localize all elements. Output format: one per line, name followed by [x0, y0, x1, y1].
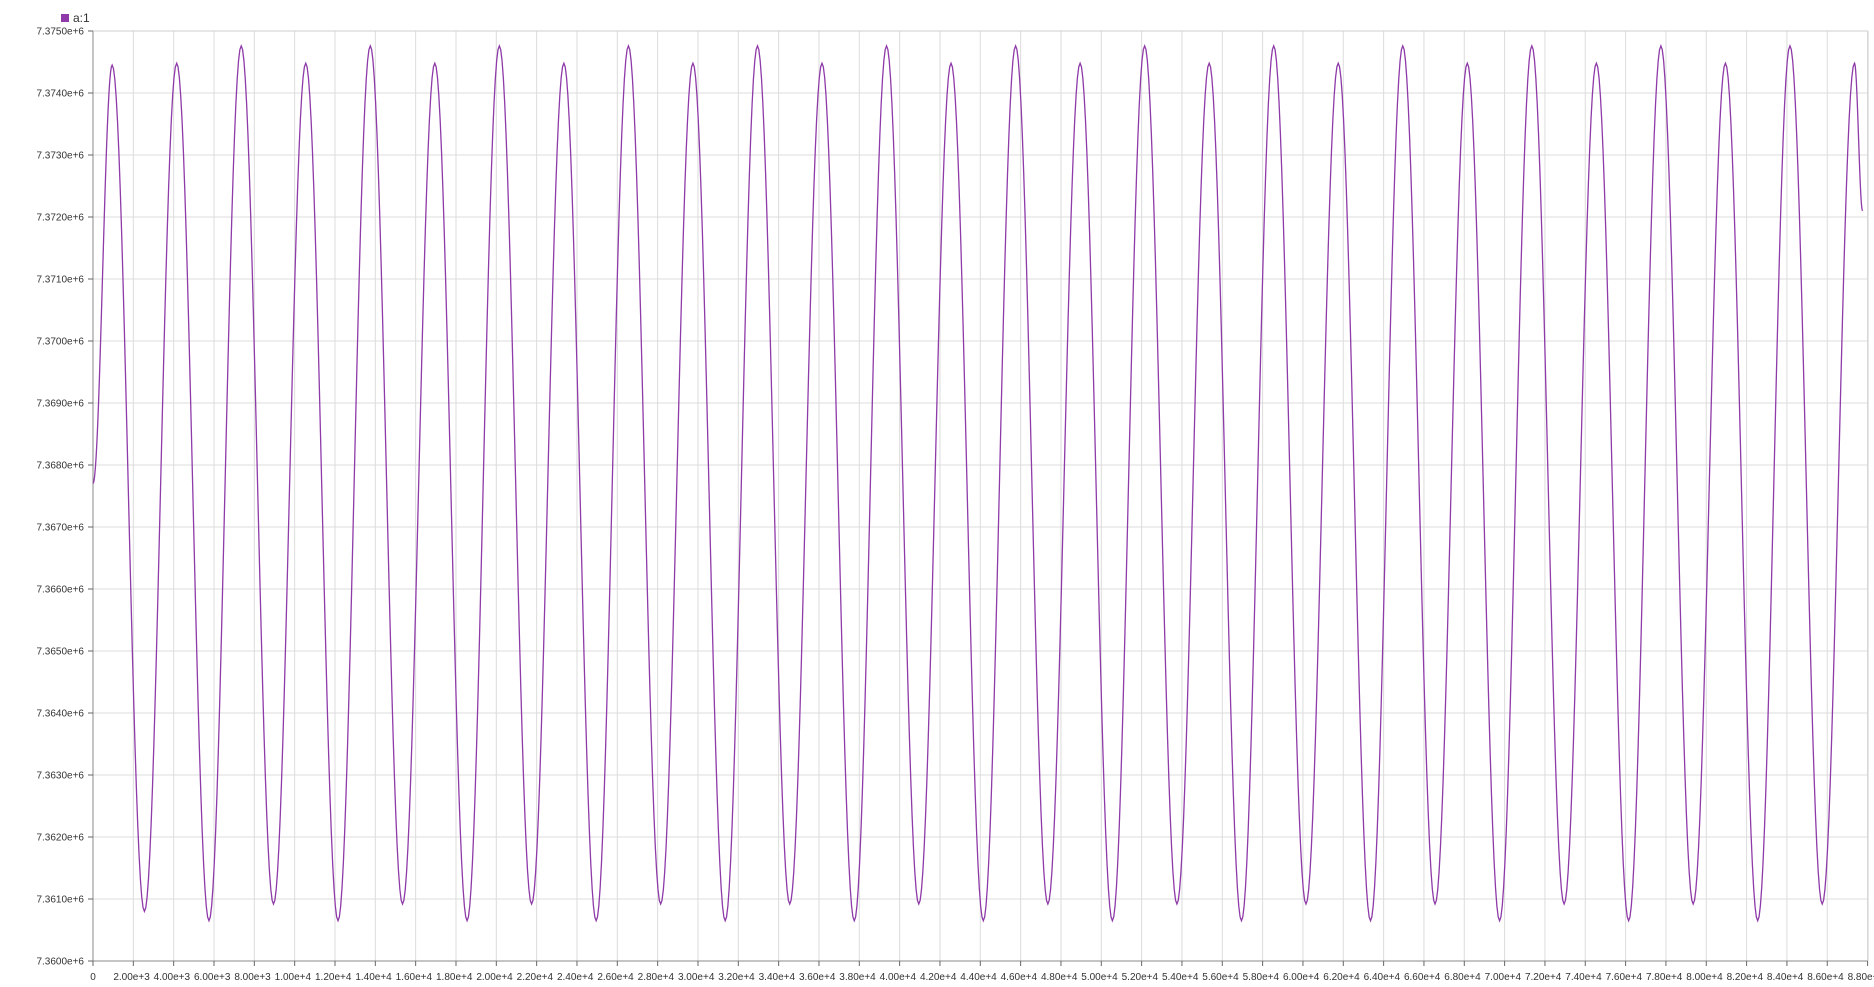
x-tick-label: 6.00e+3 — [194, 972, 231, 983]
x-tick-label: 2.00e+4 — [476, 972, 513, 983]
series-group — [93, 46, 1863, 921]
y-tick-label: 7.3700e+6 — [36, 337, 84, 348]
x-tick-label: 1.80e+4 — [436, 972, 473, 983]
y-tick-label: 7.3620e+6 — [36, 833, 84, 844]
y-tick-label: 7.3740e+6 — [36, 89, 84, 100]
y-tick-label: 7.3680e+6 — [36, 461, 84, 472]
y-tick-label: 7.3690e+6 — [36, 399, 84, 410]
x-tick-label: 3.80e+4 — [839, 972, 876, 983]
x-tick-label: 3.20e+4 — [718, 972, 755, 983]
x-tick-label: 6.80e+4 — [1444, 972, 1481, 983]
series-line-a-1 — [93, 46, 1863, 921]
y-tick-label: 7.3640e+6 — [36, 709, 84, 720]
x-tick-label: 8.20e+4 — [1727, 972, 1764, 983]
x-axis-ticks: 0 2.00e+3 4.00e+3 6.00e+3 8.00e+3 1.00e+4 1.20… — [90, 961, 1874, 983]
y-tick-label: 7.3670e+6 — [36, 523, 84, 534]
y-tick-label: 7.3630e+6 — [36, 771, 84, 782]
x-tick-label: 3.60e+4 — [799, 972, 836, 983]
x-tick-label: 8.60e+4 — [1807, 972, 1844, 983]
x-tick-label: 7.20e+4 — [1525, 972, 1562, 983]
x-tick-label: 1.20e+4 — [315, 972, 352, 983]
x-tick-label: 7.80e+4 — [1646, 972, 1683, 983]
grid-lines — [93, 31, 1868, 961]
y-tick-label: 7.3650e+6 — [36, 647, 84, 658]
x-tick-label: 8.40e+4 — [1767, 972, 1804, 983]
y-tick-label: 7.3750e+6 — [36, 27, 84, 38]
x-tick-label: 6.40e+4 — [1364, 972, 1401, 983]
x-tick-label: 4.80e+4 — [1041, 972, 1078, 983]
x-tick-label: 7.60e+4 — [1606, 972, 1643, 983]
x-tick-label: 5.40e+4 — [1162, 972, 1199, 983]
x-tick-label: 4.00e+3 — [154, 972, 191, 983]
x-tick-label: 0 — [90, 972, 96, 983]
x-tick-label: 5.60e+4 — [1202, 972, 1239, 983]
x-tick-label: 4.60e+4 — [1001, 972, 1038, 983]
x-tick-label: 1.00e+4 — [275, 972, 312, 983]
x-tick-label: 5.20e+4 — [1122, 972, 1159, 983]
y-tick-label: 7.3710e+6 — [36, 275, 84, 286]
x-tick-label: 5.00e+4 — [1081, 972, 1118, 983]
x-tick-label: 1.60e+4 — [396, 972, 433, 983]
x-tick-label: 3.40e+4 — [759, 972, 796, 983]
y-tick-label: 7.3660e+6 — [36, 585, 84, 596]
x-tick-label: 6.00e+4 — [1283, 972, 1320, 983]
x-tick-label: 2.00e+3 — [113, 972, 150, 983]
x-tick-label: 7.40e+4 — [1565, 972, 1602, 983]
x-tick-label: 2.40e+4 — [557, 972, 594, 983]
x-tick-label: 6.20e+4 — [1323, 972, 1360, 983]
x-tick-label: 4.20e+4 — [920, 972, 957, 983]
y-tick-label: 7.3730e+6 — [36, 151, 84, 162]
x-tick-label: 8.80e+4 — [1848, 972, 1874, 983]
x-tick-label: 2.60e+4 — [597, 972, 634, 983]
y-tick-label: 7.3600e+6 — [36, 957, 84, 968]
x-tick-label: 2.80e+4 — [638, 972, 675, 983]
x-tick-label: 8.00e+4 — [1686, 972, 1723, 983]
y-tick-label: 7.3720e+6 — [36, 213, 84, 224]
x-tick-label: 2.20e+4 — [517, 972, 554, 983]
x-tick-label: 4.40e+4 — [960, 972, 997, 983]
x-tick-label: 3.00e+4 — [678, 972, 715, 983]
x-tick-label: 1.40e+4 — [355, 972, 392, 983]
y-axis-ticks: 7.3600e+6 7.3610e+6 7.3620e+6 7.3630e+6 7.36… — [36, 27, 93, 968]
x-tick-label: 5.80e+4 — [1243, 972, 1280, 983]
x-tick-label: 4.00e+4 — [880, 972, 917, 983]
x-tick-label: 7.00e+4 — [1485, 972, 1522, 983]
y-tick-label: 7.3610e+6 — [36, 895, 84, 906]
x-tick-label: 8.00e+3 — [234, 972, 271, 983]
x-tick-label: 6.60e+4 — [1404, 972, 1441, 983]
